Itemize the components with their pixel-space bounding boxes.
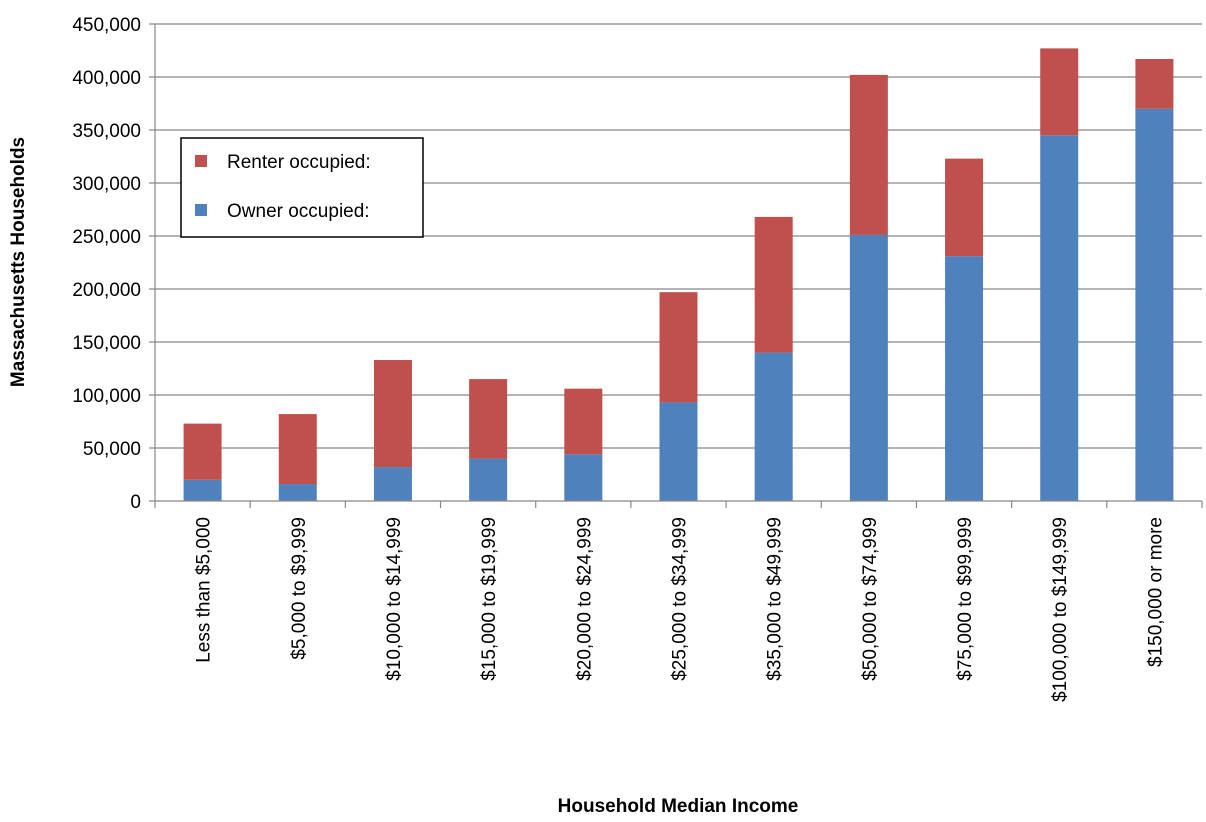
bar-owner-7: [849, 234, 888, 501]
bar-renter-6: [754, 216, 793, 353]
legend: Renter occupied: Owner occupied:: [180, 137, 424, 238]
bar-owner-1: [278, 484, 317, 501]
y-tick-label: 350,000: [72, 121, 141, 142]
bar-renter-8: [945, 158, 984, 257]
x-tick-label: $35,000 to $49,999: [765, 517, 786, 681]
bar-owner-5: [659, 402, 698, 501]
x-tick-label: $50,000 to $74,999: [860, 517, 881, 681]
x-tick-label: $100,000 to $149,999: [1050, 517, 1071, 702]
legend-swatch-renter: [195, 155, 207, 167]
y-tick-label: 250,000: [72, 227, 141, 248]
legend-label-renter: Renter occupied:: [227, 152, 371, 173]
bars: [183, 48, 1174, 502]
y-tick-label: 150,000: [72, 333, 141, 354]
bar-renter-4: [564, 388, 603, 455]
bar-owner-6: [754, 352, 793, 501]
legend-box: [180, 137, 424, 238]
y-tick-label: 450,000: [72, 15, 141, 36]
y-tick-label: 50,000: [83, 439, 141, 460]
axes: [149, 23, 1203, 508]
legend-label-owner: Owner occupied:: [227, 201, 370, 222]
bar-renter-9: [1040, 48, 1079, 136]
bar-owner-4: [564, 454, 603, 501]
y-tick-label: 300,000: [72, 174, 141, 195]
x-tick-label: $75,000 to $99,999: [955, 517, 976, 681]
bar-renter-10: [1135, 58, 1174, 109]
y-tick-label: 200,000: [72, 280, 141, 301]
bar-renter-7: [849, 74, 888, 235]
bar-owner-9: [1040, 135, 1079, 502]
legend-swatch-owner: [195, 204, 207, 216]
x-tick-labels: Less than $5,000 $5,000 to $9,999 $10,000 …: [194, 517, 1167, 702]
x-tick-label: $150,000 or more: [1145, 517, 1166, 667]
bar-owner-8: [945, 256, 984, 501]
bar-owner-3: [469, 458, 508, 501]
y-tick-label: 0: [130, 492, 141, 513]
bar-owner-10: [1135, 108, 1174, 502]
bar-renter-3: [469, 379, 508, 459]
y-tick-label: 400,000: [72, 68, 141, 89]
x-tick-label: $10,000 to $14,999: [384, 517, 405, 681]
bar-renter-2: [373, 360, 412, 468]
x-tick-label: $5,000 to $9,999: [289, 517, 310, 660]
x-tick-label: $15,000 to $19,999: [479, 517, 500, 681]
bar-owner-2: [373, 467, 412, 501]
y-tick-labels: 0 50,000 100,000 150,000 200,000 250,000 300,0…: [72, 15, 141, 513]
bar-renter-1: [278, 414, 317, 485]
x-axis-title: Household Median Income: [558, 796, 799, 817]
y-axis-title: Massachusetts Households: [8, 137, 29, 387]
bar-owner-0: [183, 479, 222, 501]
bar-renter-0: [183, 423, 222, 480]
x-tick-label: Less than $5,000: [194, 517, 215, 663]
x-tick-label: $20,000 to $24,999: [574, 517, 595, 681]
y-tick-label: 100,000: [72, 386, 141, 407]
x-tick-label: $25,000 to $34,999: [670, 517, 691, 681]
bar-renter-5: [659, 292, 698, 403]
